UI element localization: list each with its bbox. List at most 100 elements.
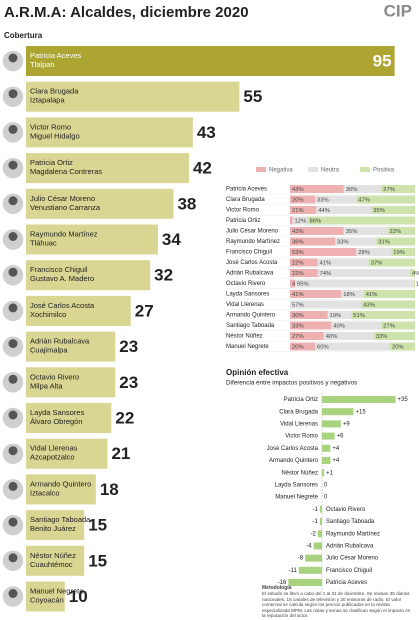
bar — [26, 331, 116, 362]
row-label: Patricia Aceves — [226, 187, 267, 193]
bar-name: Manuel Negrete — [30, 586, 83, 595]
stack-segment — [327, 311, 352, 319]
segment-label: 20% — [392, 345, 404, 351]
bar-name: Néstor Núñez — [30, 551, 76, 560]
value-label: 15 — [88, 551, 107, 570]
methodology: Metodología El estudio se llevó a cabo de… — [262, 585, 414, 619]
row-label: Julio César Moreno — [326, 556, 379, 562]
bar-name: Vidal Llerenas — [30, 444, 78, 453]
bar-sublabel: Milpa Alta — [30, 381, 63, 390]
segment-label: 57% — [292, 303, 304, 309]
methodology-title: Metodología — [262, 585, 292, 591]
bar-sublabel: Xochimilco — [30, 310, 66, 319]
bar — [322, 469, 325, 477]
segment-label: 33% — [376, 334, 388, 340]
value-label: +15 — [356, 409, 367, 415]
value-label: 0 — [324, 482, 328, 488]
value-label: 15 — [88, 516, 107, 535]
bar — [26, 260, 151, 291]
avatar-head — [8, 124, 18, 134]
row-label: Julio César Moreno — [226, 229, 279, 235]
value-label: 27 — [135, 301, 154, 320]
bar — [26, 581, 65, 612]
segment-label: 1% — [416, 282, 419, 288]
stack-segment — [391, 248, 415, 256]
avatar-head — [8, 89, 18, 99]
bar — [26, 438, 108, 469]
stack-segment — [373, 332, 415, 340]
stack-segment — [290, 227, 344, 235]
segment-label: 43% — [292, 229, 304, 235]
value-label: 95 — [373, 51, 392, 70]
stack-segment — [290, 248, 357, 256]
segment-label: 95% — [297, 282, 309, 288]
stack-segment — [323, 332, 374, 340]
bar — [319, 518, 322, 525]
segment-label: 18% — [343, 292, 355, 298]
section-subtitle: Diferencia entre impactos positivos y ne… — [226, 380, 357, 387]
value-label: -8 — [298, 556, 304, 562]
bar-name: Victor Romo — [30, 122, 71, 131]
bar-sublabel: Gustavo A. Madero — [30, 274, 94, 283]
value-label: 18 — [100, 480, 119, 499]
stack-segment — [331, 321, 382, 330]
stack-segment — [290, 269, 318, 277]
bar-name: Raymundo Martínez — [30, 229, 98, 238]
row-label: Clara Brugada — [279, 409, 318, 415]
segment-label: 35% — [346, 229, 358, 235]
methodology-text: El estudio se llevó a cabo del 1 al 31 d… — [262, 591, 411, 619]
segment-label: 27% — [383, 187, 395, 193]
value-label: 38 — [177, 194, 196, 213]
stack-segment — [413, 279, 415, 288]
row-label: Layda Sansores — [226, 292, 269, 298]
bar-name: Clara Brugada — [30, 87, 79, 96]
row-label: Vidal Llerenas — [280, 421, 318, 427]
stack-segment — [290, 206, 317, 214]
segment-label: 33% — [292, 324, 304, 330]
avatar-head — [8, 374, 18, 384]
segment-label: 47% — [358, 198, 370, 204]
value-label: -11 — [289, 568, 298, 574]
stack-segment — [317, 269, 410, 277]
bar-sublabel: Coyoacán — [30, 595, 64, 604]
bar-sublabel: Venustiano Carranza — [30, 203, 101, 212]
bar-name: Octavio Rivero — [30, 372, 79, 381]
bar — [313, 542, 322, 550]
stack-segment — [341, 290, 364, 298]
segment-label: 28% — [358, 250, 370, 256]
bar-sublabel: Miguel Hidalgo — [30, 131, 80, 140]
segment-label: 22% — [292, 271, 304, 277]
section-title: Cobertura — [4, 31, 43, 40]
row-label: Manuel Negrete — [226, 344, 269, 350]
stack-segment — [290, 321, 332, 330]
segment-label: 22% — [292, 261, 304, 267]
row-label: Armando Quintero — [226, 313, 276, 319]
segment-label: 22% — [390, 229, 402, 235]
row-label: Armando Quintero — [269, 458, 319, 464]
value-label: -16 — [278, 580, 287, 586]
bar — [26, 510, 85, 541]
stack-segment — [290, 342, 315, 351]
row-label: Victor Romo — [226, 208, 260, 214]
stack-segment — [316, 206, 372, 214]
segment-label: 4% — [412, 271, 419, 277]
legend-label: Neutra — [321, 168, 340, 174]
stack-segment — [307, 216, 415, 225]
bar — [26, 474, 96, 505]
stack-segment — [290, 300, 362, 309]
bar-sublabel: Benito Juárez — [30, 524, 76, 533]
segment-label: 19% — [330, 313, 342, 319]
row-label: Patricia Aceves — [326, 580, 367, 586]
avatar-head — [8, 553, 18, 563]
stack-segment — [371, 206, 415, 214]
stack-segment — [343, 185, 382, 193]
segment-label: 51% — [353, 313, 365, 319]
segment-label: 19% — [393, 250, 405, 256]
bar-sublabel: Tlalpan — [30, 60, 55, 69]
stack-segment — [290, 290, 342, 298]
value-label: -4 — [306, 543, 312, 549]
segment-label: 33% — [337, 240, 349, 246]
row-label: Patricia Ortiz — [226, 218, 260, 224]
value-label: -2 — [310, 531, 316, 537]
